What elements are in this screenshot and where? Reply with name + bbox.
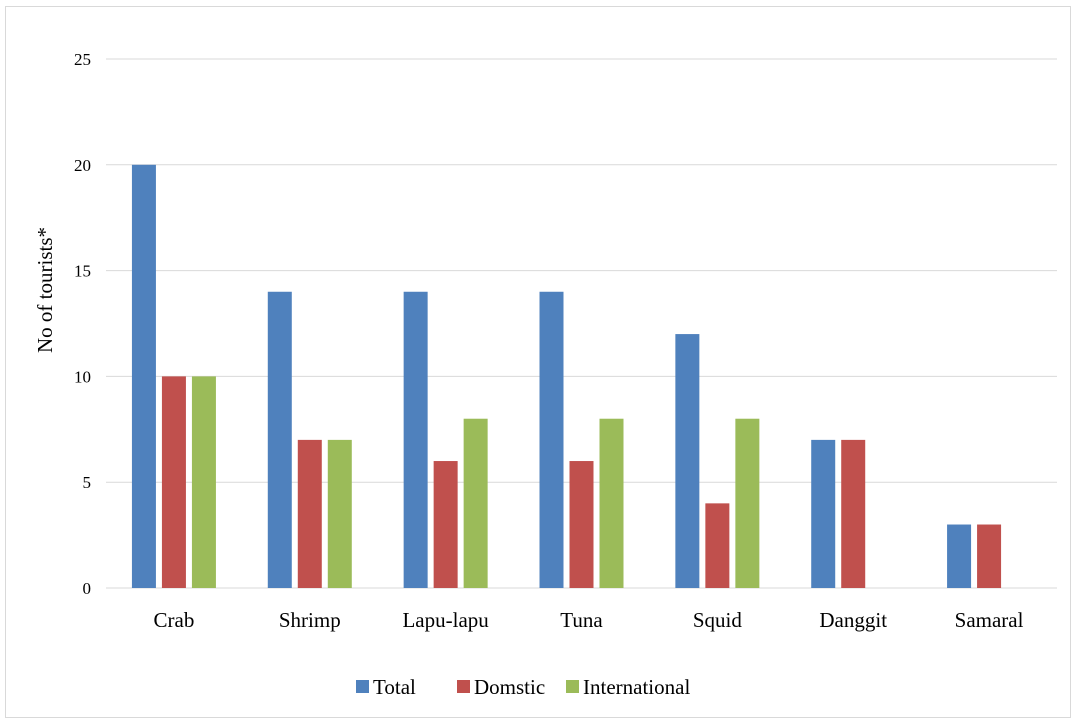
x-category-labels: Crab Shrimp Lapu-lapu Tuna Squid Danggit Samar… xyxy=(154,608,1024,632)
bar-total-tuna xyxy=(539,291,564,588)
x-category-label: Tuna xyxy=(560,608,603,632)
bar-domstic-lapu-lapu xyxy=(433,461,458,588)
x-category-label: Lapu-lapu xyxy=(402,608,489,632)
bar-international-lapu-lapu xyxy=(463,418,488,588)
bar-domstic-samaral xyxy=(977,524,1002,588)
legend-swatch-international xyxy=(566,680,579,693)
legend-label-domstic: Domstic xyxy=(474,675,545,699)
bar-domstic-crab xyxy=(161,376,186,588)
y-tick-label: 20 xyxy=(74,156,91,175)
bar-international-squid xyxy=(735,418,760,588)
y-tick-label: 25 xyxy=(74,50,91,69)
bar-domstic-shrimp xyxy=(297,439,322,588)
y-tick-label: 10 xyxy=(74,367,91,386)
bar-domstic-tuna xyxy=(569,461,594,588)
legend-label-total: Total xyxy=(373,675,416,699)
legend-label-international: International xyxy=(583,675,690,699)
bar-total-crab xyxy=(131,164,156,589)
bar-total-squid xyxy=(675,334,700,588)
x-category-label: Samaral xyxy=(955,608,1024,632)
bar-total-samaral xyxy=(947,524,972,588)
bar-total-shrimp xyxy=(267,291,292,588)
bar-total-danggit xyxy=(811,439,836,588)
bar-total-lapu-lapu xyxy=(403,291,428,588)
gridlines xyxy=(106,58,1057,589)
x-category-label: Shrimp xyxy=(279,608,341,632)
legend-swatch-domstic xyxy=(457,680,470,693)
x-category-label: Squid xyxy=(693,608,743,632)
y-tick-label: 15 xyxy=(74,262,91,281)
bar-international-crab xyxy=(191,376,216,588)
chart-frame xyxy=(5,6,1071,718)
y-tick-labels: 0 5 10 15 20 25 xyxy=(74,50,91,598)
y-axis-title: No of tourists* xyxy=(33,227,57,353)
bar-international-tuna xyxy=(599,418,624,588)
x-category-label: Danggit xyxy=(819,608,887,632)
bars xyxy=(131,164,1002,589)
bar-domstic-squid xyxy=(705,503,730,588)
legend: Total Domstic International xyxy=(356,675,690,699)
y-tick-label: 5 xyxy=(83,473,92,492)
bar-international-shrimp xyxy=(327,439,352,588)
bar-domstic-danggit xyxy=(841,439,866,588)
y-tick-label: 0 xyxy=(83,579,92,598)
x-category-label: Crab xyxy=(154,608,195,632)
legend-swatch-total xyxy=(356,680,369,693)
